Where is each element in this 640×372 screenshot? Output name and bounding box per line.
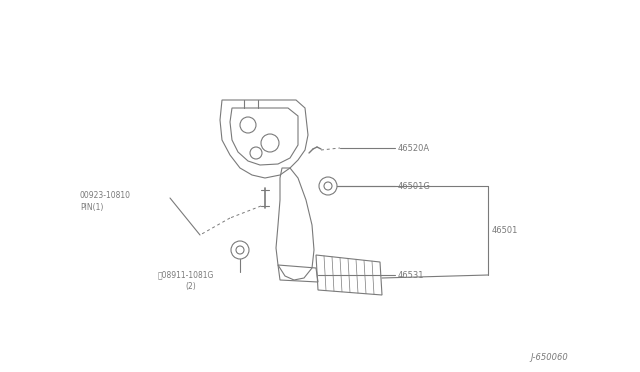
Text: Ⓝ08911-1081G: Ⓝ08911-1081G [158, 270, 214, 279]
Text: PIN(1): PIN(1) [80, 202, 104, 212]
Text: J-650060: J-650060 [530, 353, 568, 362]
Text: 00923-10810: 00923-10810 [80, 190, 131, 199]
Text: (2): (2) [185, 282, 196, 292]
Text: 46520A: 46520A [398, 144, 430, 153]
Text: 46501G: 46501G [398, 182, 431, 190]
Text: 46501: 46501 [492, 225, 518, 234]
Text: 46531: 46531 [398, 270, 424, 279]
